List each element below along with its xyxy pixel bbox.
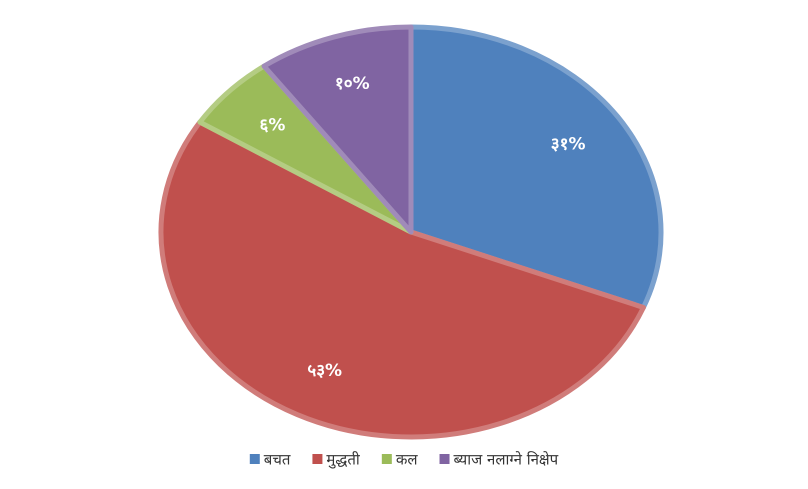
legend-swatch bbox=[381, 454, 392, 464]
data-labels: ३१% ५३% ६% १०% bbox=[260, 74, 586, 381]
pie bbox=[158, 24, 664, 440]
legend-label: मुद्धती bbox=[326, 451, 361, 470]
data-label: १०% bbox=[335, 74, 370, 94]
legend-swatch bbox=[439, 454, 450, 464]
legend-swatch bbox=[249, 454, 260, 464]
data-label: ३१% bbox=[551, 134, 586, 154]
data-label: ६% bbox=[260, 115, 286, 135]
legend-swatch bbox=[312, 454, 323, 464]
legend-label: बचत bbox=[264, 451, 291, 469]
legend: बचत मुद्धती कल ब्याज नलाग्ने निक्षेप bbox=[249, 451, 559, 470]
legend-label: ब्याज नलाग्ने निक्षेप bbox=[454, 451, 559, 469]
pie-slice bbox=[408, 24, 664, 310]
pie-slice bbox=[158, 119, 646, 440]
legend-label: कल bbox=[396, 451, 419, 469]
data-label: ५३% bbox=[307, 361, 342, 381]
pie-slice bbox=[261, 24, 414, 235]
